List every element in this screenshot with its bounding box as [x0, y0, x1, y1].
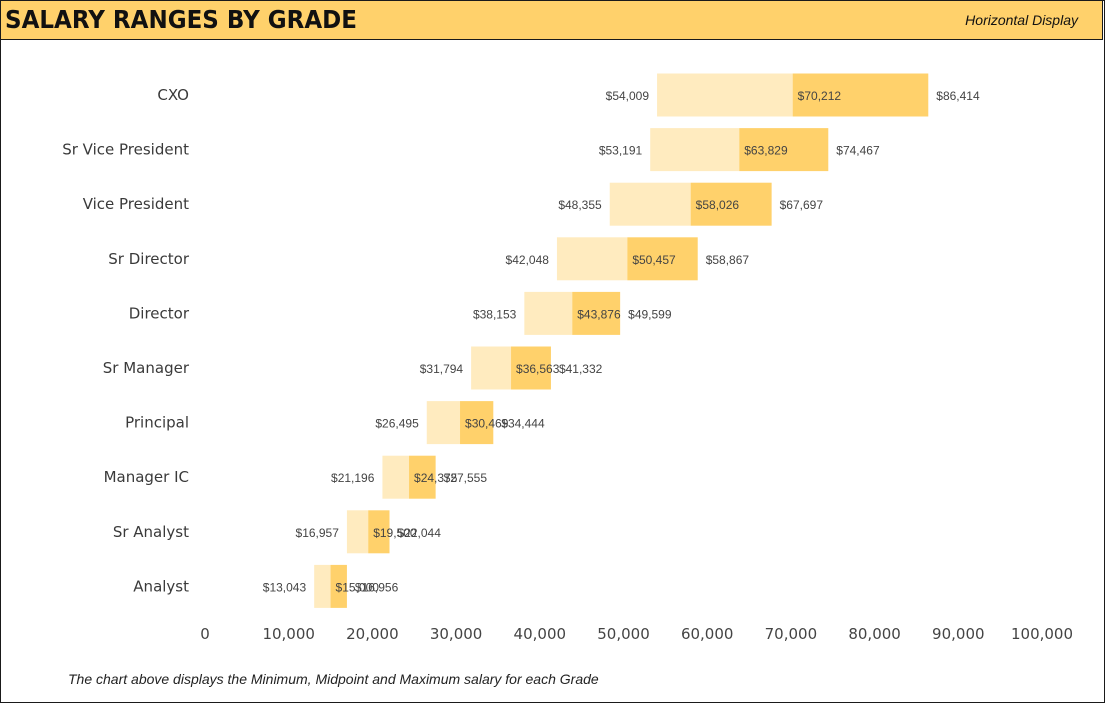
bar-min-to-mid: [657, 73, 793, 117]
min-value-label: $38,153: [473, 307, 517, 321]
bar-mid-to-max: [739, 128, 829, 172]
min-value-label: $13,043: [263, 580, 307, 594]
min-value-label: $54,009: [606, 89, 650, 103]
max-value-label: $22,044: [398, 526, 442, 540]
x-tick-label: 80,000: [848, 625, 901, 643]
category-label: Sr Vice President: [62, 141, 189, 159]
min-value-label: $16,957: [296, 526, 340, 540]
max-value-label: $86,414: [936, 89, 980, 103]
category-label: Principal: [125, 414, 189, 432]
min-value-label: $26,495: [375, 417, 419, 431]
max-value-label: $41,332: [559, 362, 603, 376]
mid-value-label: $63,829: [744, 144, 788, 158]
bar-mid-to-max: [690, 182, 772, 226]
mid-value-label: $36,563: [516, 362, 560, 376]
min-value-label: $42,048: [506, 253, 550, 267]
max-value-label: $67,697: [780, 198, 824, 212]
mid-value-label: $43,876: [577, 307, 621, 321]
min-value-label: $31,794: [420, 362, 464, 376]
category-label: Sr Manager: [103, 359, 190, 377]
x-tick-label: 10,000: [262, 625, 315, 643]
x-tick-label: 90,000: [932, 625, 985, 643]
max-value-label: $16,956: [355, 580, 399, 594]
x-tick-label: 20,000: [346, 625, 399, 643]
mid-value-label: $24,375: [414, 471, 458, 485]
bar-min-to-mid: [471, 346, 512, 390]
chart-footnote: The chart above displays the Minimum, Mi…: [68, 671, 599, 687]
mid-value-label: $19,500: [373, 526, 417, 540]
x-tick-label: 60,000: [681, 625, 734, 643]
bar-mid-to-max: [330, 564, 347, 608]
bar-min-to-mid: [556, 237, 628, 281]
bar-min-to-mid: [426, 401, 461, 445]
max-value-label: $27,555: [444, 471, 488, 485]
bar-mid-to-max: [511, 346, 551, 390]
mid-value-label: $58,026: [696, 198, 740, 212]
category-label: Sr Analyst: [113, 523, 189, 541]
max-value-label: $34,444: [501, 417, 545, 431]
category-label: CXO: [157, 86, 189, 104]
bar-min-to-mid: [609, 182, 691, 226]
bar-min-to-mid: [524, 291, 573, 335]
max-value-label: $74,467: [836, 144, 880, 158]
bar-mid-to-max: [572, 291, 621, 335]
category-label: Vice President: [83, 195, 189, 213]
page-title: SALARY RANGES BY GRADE: [5, 5, 357, 34]
mid-value-label: $30,469: [465, 417, 509, 431]
display-mode-label: Horizontal Display: [965, 12, 1078, 28]
category-label: Sr Director: [108, 250, 190, 268]
x-tick-label: 100,000: [1011, 625, 1073, 643]
mid-value-label: $50,457: [632, 253, 676, 267]
category-label: Analyst: [133, 577, 189, 595]
category-label: Director: [129, 304, 190, 322]
mid-value-label: $70,212: [798, 89, 842, 103]
max-value-label: $49,599: [628, 307, 672, 321]
x-tick-label: 40,000: [514, 625, 567, 643]
mid-value-label: $15,000: [336, 580, 380, 594]
bar-min-to-mid: [650, 128, 740, 172]
min-value-label: $21,196: [331, 471, 375, 485]
bar-min-to-mid: [314, 564, 331, 608]
bar-mid-to-max: [368, 510, 390, 554]
header-bar: SALARY RANGES BY GRADE Horizontal Displa…: [0, 0, 1103, 40]
max-value-label: $58,867: [706, 253, 750, 267]
bar-mid-to-max: [409, 455, 436, 499]
bar-mid-to-max: [460, 401, 494, 445]
bar-min-to-mid: [346, 510, 369, 554]
min-value-label: $53,191: [599, 144, 643, 158]
x-tick-label: 0: [200, 625, 210, 643]
min-value-label: $48,355: [558, 198, 602, 212]
bar-mid-to-max: [627, 237, 698, 281]
category-label: Manager IC: [104, 468, 189, 486]
bar-mid-to-max: [792, 73, 929, 117]
bar-min-to-mid: [382, 455, 410, 499]
x-tick-label: 70,000: [765, 625, 818, 643]
x-tick-label: 50,000: [597, 625, 650, 643]
x-tick-label: 30,000: [430, 625, 483, 643]
